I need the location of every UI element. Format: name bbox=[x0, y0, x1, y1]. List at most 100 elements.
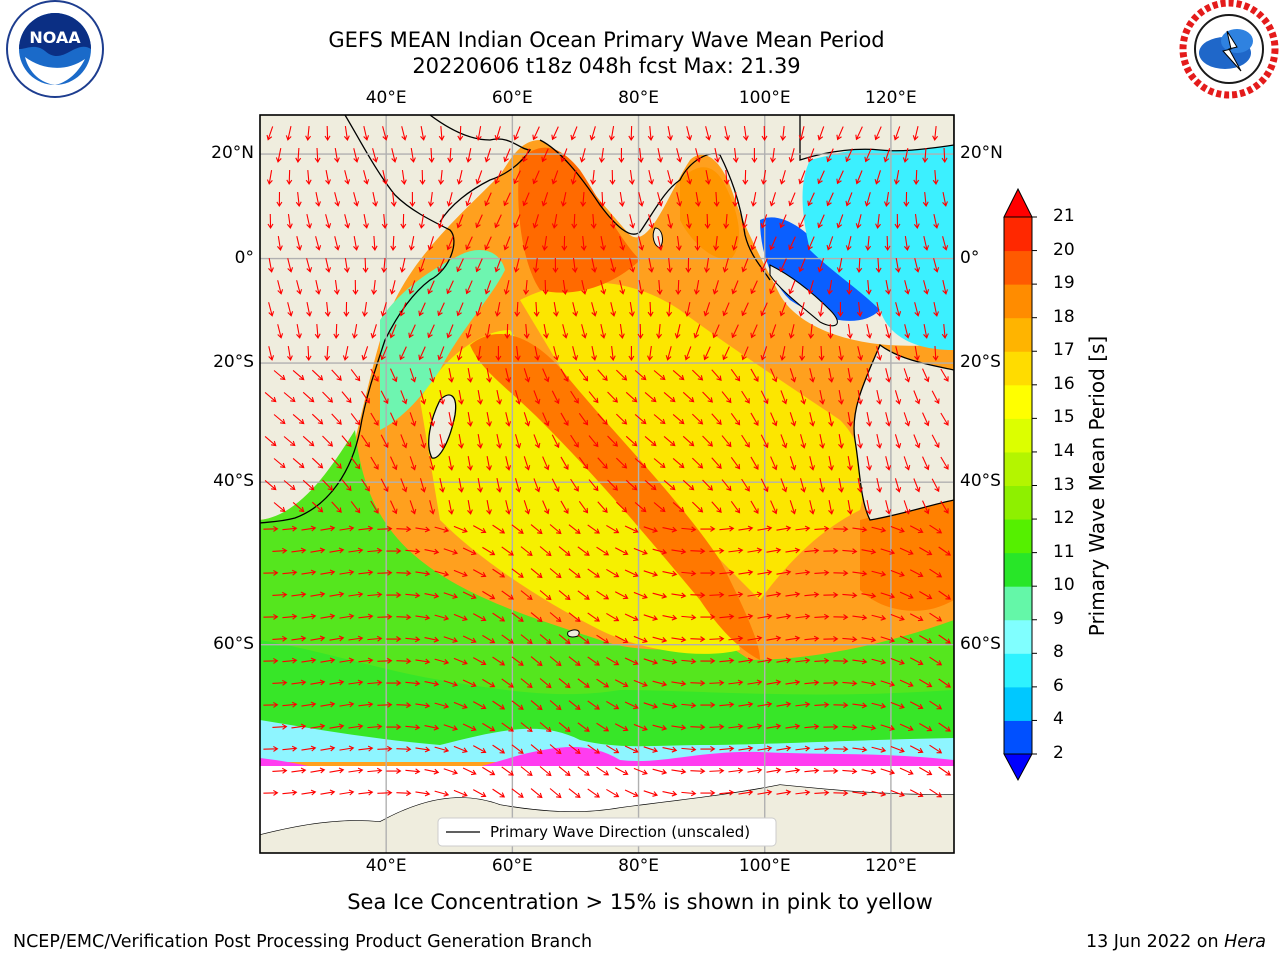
wave-direction-arrow bbox=[890, 569, 905, 577]
wave-direction-arrow bbox=[329, 547, 345, 554]
wave-direction-arrow bbox=[890, 657, 905, 665]
colorbar-label: Primary Wave Mean Period [s] bbox=[1085, 335, 1109, 637]
wave-direction-arrow bbox=[511, 656, 524, 666]
wave-direction-arrow bbox=[396, 570, 412, 577]
wave-direction-arrow bbox=[377, 613, 393, 620]
wave-direction-arrow bbox=[741, 214, 748, 229]
wave-direction-arrow bbox=[837, 301, 844, 318]
wave-direction-arrow bbox=[852, 614, 868, 621]
wave-direction-arrow bbox=[648, 214, 655, 229]
wave-direction-arrows bbox=[263, 125, 951, 799]
wave-direction-arrow bbox=[551, 126, 559, 141]
wave-direction-arrow bbox=[795, 745, 811, 752]
wave-direction-arrow bbox=[703, 257, 710, 273]
wave-direction-arrow bbox=[282, 569, 298, 576]
wave-direction-arrow bbox=[462, 591, 477, 600]
wave-direction-arrow bbox=[511, 744, 524, 754]
wave-direction-arrow bbox=[273, 458, 286, 469]
wave-direction-arrow bbox=[836, 126, 844, 141]
wave-direction-arrow bbox=[427, 280, 435, 295]
wave-direction-arrow bbox=[681, 526, 697, 533]
wave-direction-arrow bbox=[760, 170, 767, 185]
wave-direction-arrow bbox=[738, 613, 754, 620]
wave-direction-arrow bbox=[757, 569, 773, 576]
wave-direction-arrow bbox=[836, 170, 844, 185]
wave-direction-arrow bbox=[377, 789, 393, 796]
wave-direction-arrow bbox=[709, 591, 725, 598]
wave-direction-arrow bbox=[724, 126, 731, 141]
wave-direction-arrow bbox=[477, 478, 483, 493]
wave-direction-arrow bbox=[760, 434, 769, 449]
wave-direction-arrow bbox=[285, 126, 292, 141]
wave-direction-arrow bbox=[282, 789, 298, 796]
wave-direction-arrow bbox=[408, 280, 416, 295]
wave-direction-arrow bbox=[712, 280, 719, 295]
wave-direction-arrow bbox=[730, 457, 741, 470]
wave-direction-arrow bbox=[331, 369, 342, 381]
wave-direction-arrow bbox=[367, 547, 383, 554]
wave-direction-arrow bbox=[571, 213, 578, 230]
wave-direction-arrow bbox=[823, 723, 839, 730]
wave-direction-arrow bbox=[818, 301, 824, 317]
wave-direction-arrow bbox=[448, 500, 454, 515]
wave-direction-arrow bbox=[728, 767, 744, 774]
wave-direction-arrow bbox=[681, 614, 697, 621]
wave-direction-arrow bbox=[866, 368, 872, 383]
wave-direction-arrow bbox=[462, 723, 477, 732]
wave-direction-arrow bbox=[523, 323, 530, 340]
wave-direction-arrow bbox=[663, 436, 676, 447]
wave-direction-arrow bbox=[486, 412, 492, 427]
wave-direction-arrow bbox=[492, 744, 506, 754]
wave-direction-arrow bbox=[541, 192, 549, 207]
wave-direction-arrow bbox=[396, 790, 412, 797]
wave-direction-arrow bbox=[462, 635, 477, 644]
wave-direction-arrow bbox=[899, 591, 914, 600]
wave-direction-arrow bbox=[514, 345, 521, 361]
wave-direction-arrow bbox=[409, 456, 417, 471]
wave-direction-arrow bbox=[597, 457, 608, 470]
wave-direction-arrow bbox=[370, 412, 379, 426]
wave-direction-arrow bbox=[852, 790, 868, 797]
wave-direction-arrow bbox=[690, 768, 706, 775]
wave-direction-arrow bbox=[367, 591, 383, 598]
wave-direction-arrow bbox=[747, 635, 763, 642]
wave-direction-arrow bbox=[348, 767, 364, 774]
wave-direction-arrow bbox=[420, 126, 426, 141]
wave-direction-arrow bbox=[453, 657, 468, 665]
wave-direction-arrow bbox=[876, 478, 883, 493]
wave-direction-arrow bbox=[587, 788, 600, 798]
wave-direction-arrow bbox=[301, 789, 317, 796]
wave-direction-arrow bbox=[814, 745, 830, 752]
wave-direction-arrow bbox=[893, 170, 900, 185]
wave-direction-arrow bbox=[776, 701, 792, 708]
wave-direction-arrow bbox=[624, 789, 639, 798]
wave-direction-arrow bbox=[596, 722, 610, 732]
wave-direction-arrow bbox=[760, 258, 768, 273]
wave-direction-arrow bbox=[361, 301, 368, 317]
wave-direction-arrow bbox=[291, 547, 307, 554]
lon-tick-label-bottom: 40°E bbox=[365, 856, 407, 876]
wave-direction-arrow bbox=[932, 169, 939, 186]
wave-direction-arrow bbox=[263, 789, 279, 796]
colorbar-segment bbox=[1004, 485, 1032, 520]
wave-direction-arrow bbox=[883, 148, 891, 163]
wave-direction-arrow bbox=[578, 369, 589, 382]
wave-direction-arrow bbox=[940, 368, 949, 382]
wave-direction-arrow bbox=[607, 391, 619, 403]
colorbar-segment bbox=[1004, 552, 1032, 587]
wave-direction-arrow bbox=[817, 126, 825, 141]
lon-tick-label-top: 80°E bbox=[618, 88, 659, 108]
wave-direction-arrow bbox=[700, 657, 716, 664]
wave-direction-arrow bbox=[741, 478, 750, 492]
wave-direction-arrow bbox=[484, 236, 492, 251]
wave-direction-arrow bbox=[776, 569, 792, 576]
wave-direction-arrow bbox=[542, 368, 550, 383]
wave-direction-arrow bbox=[750, 280, 758, 295]
lat-tick-label-right: 60°S bbox=[960, 633, 1001, 654]
wave-direction-arrow bbox=[390, 235, 397, 252]
wave-direction-arrow bbox=[814, 657, 830, 664]
wave-direction-arrow bbox=[714, 148, 720, 163]
wave-direction-arrow bbox=[795, 789, 811, 796]
wave-direction-arrow bbox=[861, 724, 877, 731]
wave-direction-arrow bbox=[587, 656, 600, 666]
